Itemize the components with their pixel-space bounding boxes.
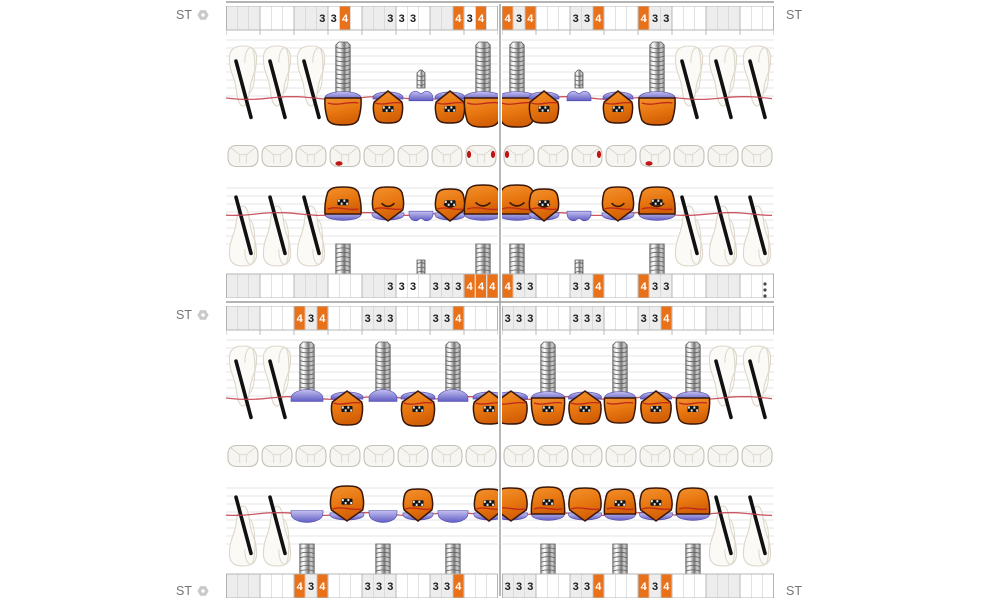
svg-text:4: 4 (455, 13, 462, 25)
svg-text:3: 3 (444, 281, 450, 293)
svg-text:4: 4 (505, 281, 512, 293)
svg-text:3: 3 (641, 313, 647, 325)
svg-text:3: 3 (455, 281, 461, 293)
svg-text:4: 4 (595, 13, 602, 25)
svg-text:3: 3 (573, 13, 579, 25)
svg-text:3: 3 (387, 281, 393, 293)
svg-text:3: 3 (365, 581, 371, 593)
svg-text:3: 3 (663, 281, 669, 293)
svg-text:3: 3 (516, 281, 522, 293)
svg-text:3: 3 (444, 313, 450, 325)
svg-text:3: 3 (652, 13, 658, 25)
svg-text:3: 3 (652, 581, 658, 593)
svg-text:ST: ST (786, 584, 802, 598)
svg-text:3: 3 (433, 581, 439, 593)
svg-text:3: 3 (399, 281, 405, 293)
svg-text:4: 4 (455, 313, 462, 325)
svg-text:3: 3 (573, 281, 579, 293)
svg-text:3: 3 (433, 281, 439, 293)
svg-text:3: 3 (584, 581, 590, 593)
svg-text:3: 3 (584, 281, 590, 293)
svg-text:3: 3 (527, 281, 533, 293)
svg-text:4: 4 (505, 13, 512, 25)
svg-text:4: 4 (663, 313, 670, 325)
svg-text:4: 4 (595, 281, 602, 293)
svg-text:4: 4 (641, 281, 648, 293)
svg-text:4: 4 (641, 13, 648, 25)
svg-text:4: 4 (342, 13, 349, 25)
svg-text:3: 3 (433, 313, 439, 325)
svg-text:3: 3 (516, 581, 522, 593)
svg-text:3: 3 (652, 281, 658, 293)
svg-text:3: 3 (467, 13, 473, 25)
svg-text:4: 4 (467, 281, 474, 293)
svg-text:ST: ST (176, 584, 192, 598)
svg-text:3: 3 (595, 313, 601, 325)
svg-text:4: 4 (595, 581, 602, 593)
svg-text:4: 4 (478, 13, 485, 25)
svg-text:4: 4 (478, 281, 485, 293)
svg-text:ST: ST (176, 308, 192, 322)
svg-text:3: 3 (584, 13, 590, 25)
svg-text:4: 4 (663, 581, 670, 593)
svg-text:ST: ST (176, 8, 192, 22)
svg-text:3: 3 (410, 13, 416, 25)
svg-text:3: 3 (319, 13, 325, 25)
svg-text:3: 3 (516, 313, 522, 325)
svg-text:3: 3 (444, 581, 450, 593)
svg-text:3: 3 (505, 581, 511, 593)
svg-text:4: 4 (527, 13, 534, 25)
svg-text:3: 3 (527, 313, 533, 325)
svg-text:3: 3 (663, 13, 669, 25)
svg-text:3: 3 (387, 581, 393, 593)
svg-text:4: 4 (297, 581, 304, 593)
svg-text:3: 3 (376, 313, 382, 325)
svg-text:3: 3 (331, 13, 337, 25)
svg-text:3: 3 (516, 13, 522, 25)
svg-text:3: 3 (410, 281, 416, 293)
svg-text:3: 3 (365, 313, 371, 325)
svg-text:3: 3 (308, 313, 314, 325)
svg-text:3: 3 (573, 313, 579, 325)
svg-text:ST: ST (786, 8, 802, 22)
svg-text:4: 4 (489, 281, 496, 293)
svg-text:4: 4 (319, 313, 326, 325)
svg-text:4: 4 (297, 313, 304, 325)
svg-text:3: 3 (652, 313, 658, 325)
svg-text:3: 3 (505, 313, 511, 325)
svg-text:4: 4 (455, 581, 462, 593)
svg-text:3: 3 (399, 13, 405, 25)
svg-text:3: 3 (387, 13, 393, 25)
svg-text:3: 3 (387, 313, 393, 325)
svg-text:4: 4 (319, 581, 326, 593)
svg-text:3: 3 (527, 581, 533, 593)
svg-text:3: 3 (584, 313, 590, 325)
svg-text:4: 4 (641, 581, 648, 593)
svg-text:3: 3 (376, 581, 382, 593)
svg-text:3: 3 (573, 581, 579, 593)
svg-text:3: 3 (308, 581, 314, 593)
